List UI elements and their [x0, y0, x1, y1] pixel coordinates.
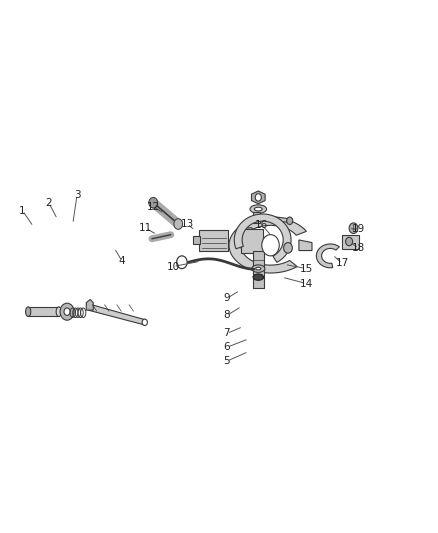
Text: 7: 7: [223, 328, 230, 338]
Text: 2: 2: [46, 198, 52, 208]
Polygon shape: [261, 215, 289, 222]
Text: 4: 4: [119, 256, 125, 266]
Polygon shape: [243, 228, 255, 236]
Ellipse shape: [252, 265, 265, 272]
Circle shape: [287, 217, 293, 224]
Circle shape: [284, 243, 292, 253]
Circle shape: [142, 319, 148, 326]
Text: 12: 12: [147, 202, 160, 212]
Polygon shape: [251, 191, 265, 204]
Text: 9: 9: [223, 293, 230, 303]
Text: 15: 15: [300, 264, 313, 273]
Ellipse shape: [250, 205, 267, 213]
Text: 18: 18: [352, 243, 365, 253]
Polygon shape: [316, 244, 339, 268]
Circle shape: [262, 235, 279, 256]
Ellipse shape: [253, 274, 264, 280]
Polygon shape: [299, 240, 312, 251]
Text: 16: 16: [255, 220, 268, 230]
Text: 5: 5: [223, 356, 230, 366]
Text: 14: 14: [300, 279, 313, 288]
Circle shape: [174, 219, 183, 229]
Polygon shape: [234, 214, 291, 262]
Polygon shape: [253, 212, 261, 223]
Circle shape: [346, 237, 353, 246]
Polygon shape: [193, 236, 200, 244]
Circle shape: [349, 223, 358, 233]
Polygon shape: [241, 229, 263, 253]
Polygon shape: [342, 235, 359, 249]
Circle shape: [255, 193, 261, 201]
Polygon shape: [253, 251, 264, 288]
Circle shape: [60, 303, 74, 320]
Text: 17: 17: [336, 259, 349, 268]
Ellipse shape: [254, 207, 262, 211]
Polygon shape: [199, 230, 228, 251]
Polygon shape: [86, 300, 93, 310]
Text: 11: 11: [139, 223, 152, 233]
Polygon shape: [229, 217, 307, 273]
Text: 19: 19: [352, 224, 365, 235]
Text: 10: 10: [166, 262, 180, 271]
Text: 6: 6: [223, 342, 230, 352]
Ellipse shape: [56, 307, 61, 317]
Circle shape: [149, 197, 158, 208]
Ellipse shape: [25, 307, 31, 317]
Text: 13: 13: [180, 219, 194, 229]
Text: 3: 3: [74, 190, 81, 200]
Polygon shape: [88, 304, 145, 325]
Polygon shape: [28, 307, 59, 317]
Text: 8: 8: [223, 310, 230, 320]
Circle shape: [64, 308, 70, 316]
Ellipse shape: [256, 267, 261, 270]
Text: 1: 1: [19, 206, 26, 216]
